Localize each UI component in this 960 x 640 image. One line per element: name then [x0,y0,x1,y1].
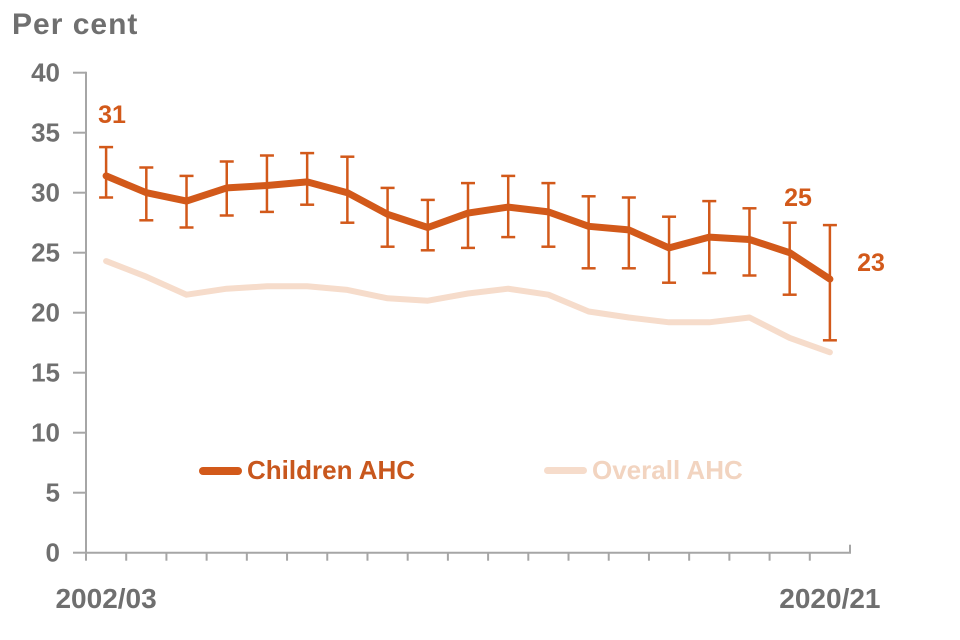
legend-label-children-ahc: Children AHC [247,455,416,485]
y-axis-label: 5 [46,478,60,508]
legend-label-overall-ahc: Overall AHC [592,455,743,485]
children-ahc-line [102,172,834,283]
y-axis-label: 40 [31,58,60,88]
legend-item-overall-ahc: Overall AHC [544,455,743,486]
y-axis-label: 30 [31,178,60,208]
y-axis-label: 20 [31,298,60,328]
data-label: 23 [857,249,885,277]
x-axis-label-last: 2020/21 [779,583,880,614]
y-axis-label: 15 [31,358,60,388]
y-axis-label: 25 [31,238,60,268]
overall-ahc-line [103,258,833,356]
x-axis-label-first: 2002/03 [55,583,156,614]
y-axis-label: 0 [46,538,60,568]
overall-line-swatch-icon [544,467,587,474]
y-axis-label: 35 [31,118,60,148]
data-label: 31 [98,101,126,129]
data-label: 25 [784,184,812,212]
y-axis-label: 10 [31,418,60,448]
chart-title: Per cent [12,8,139,41]
legend-item-children-ahc: Children AHC [199,455,415,486]
children-line-swatch-icon [199,466,242,475]
